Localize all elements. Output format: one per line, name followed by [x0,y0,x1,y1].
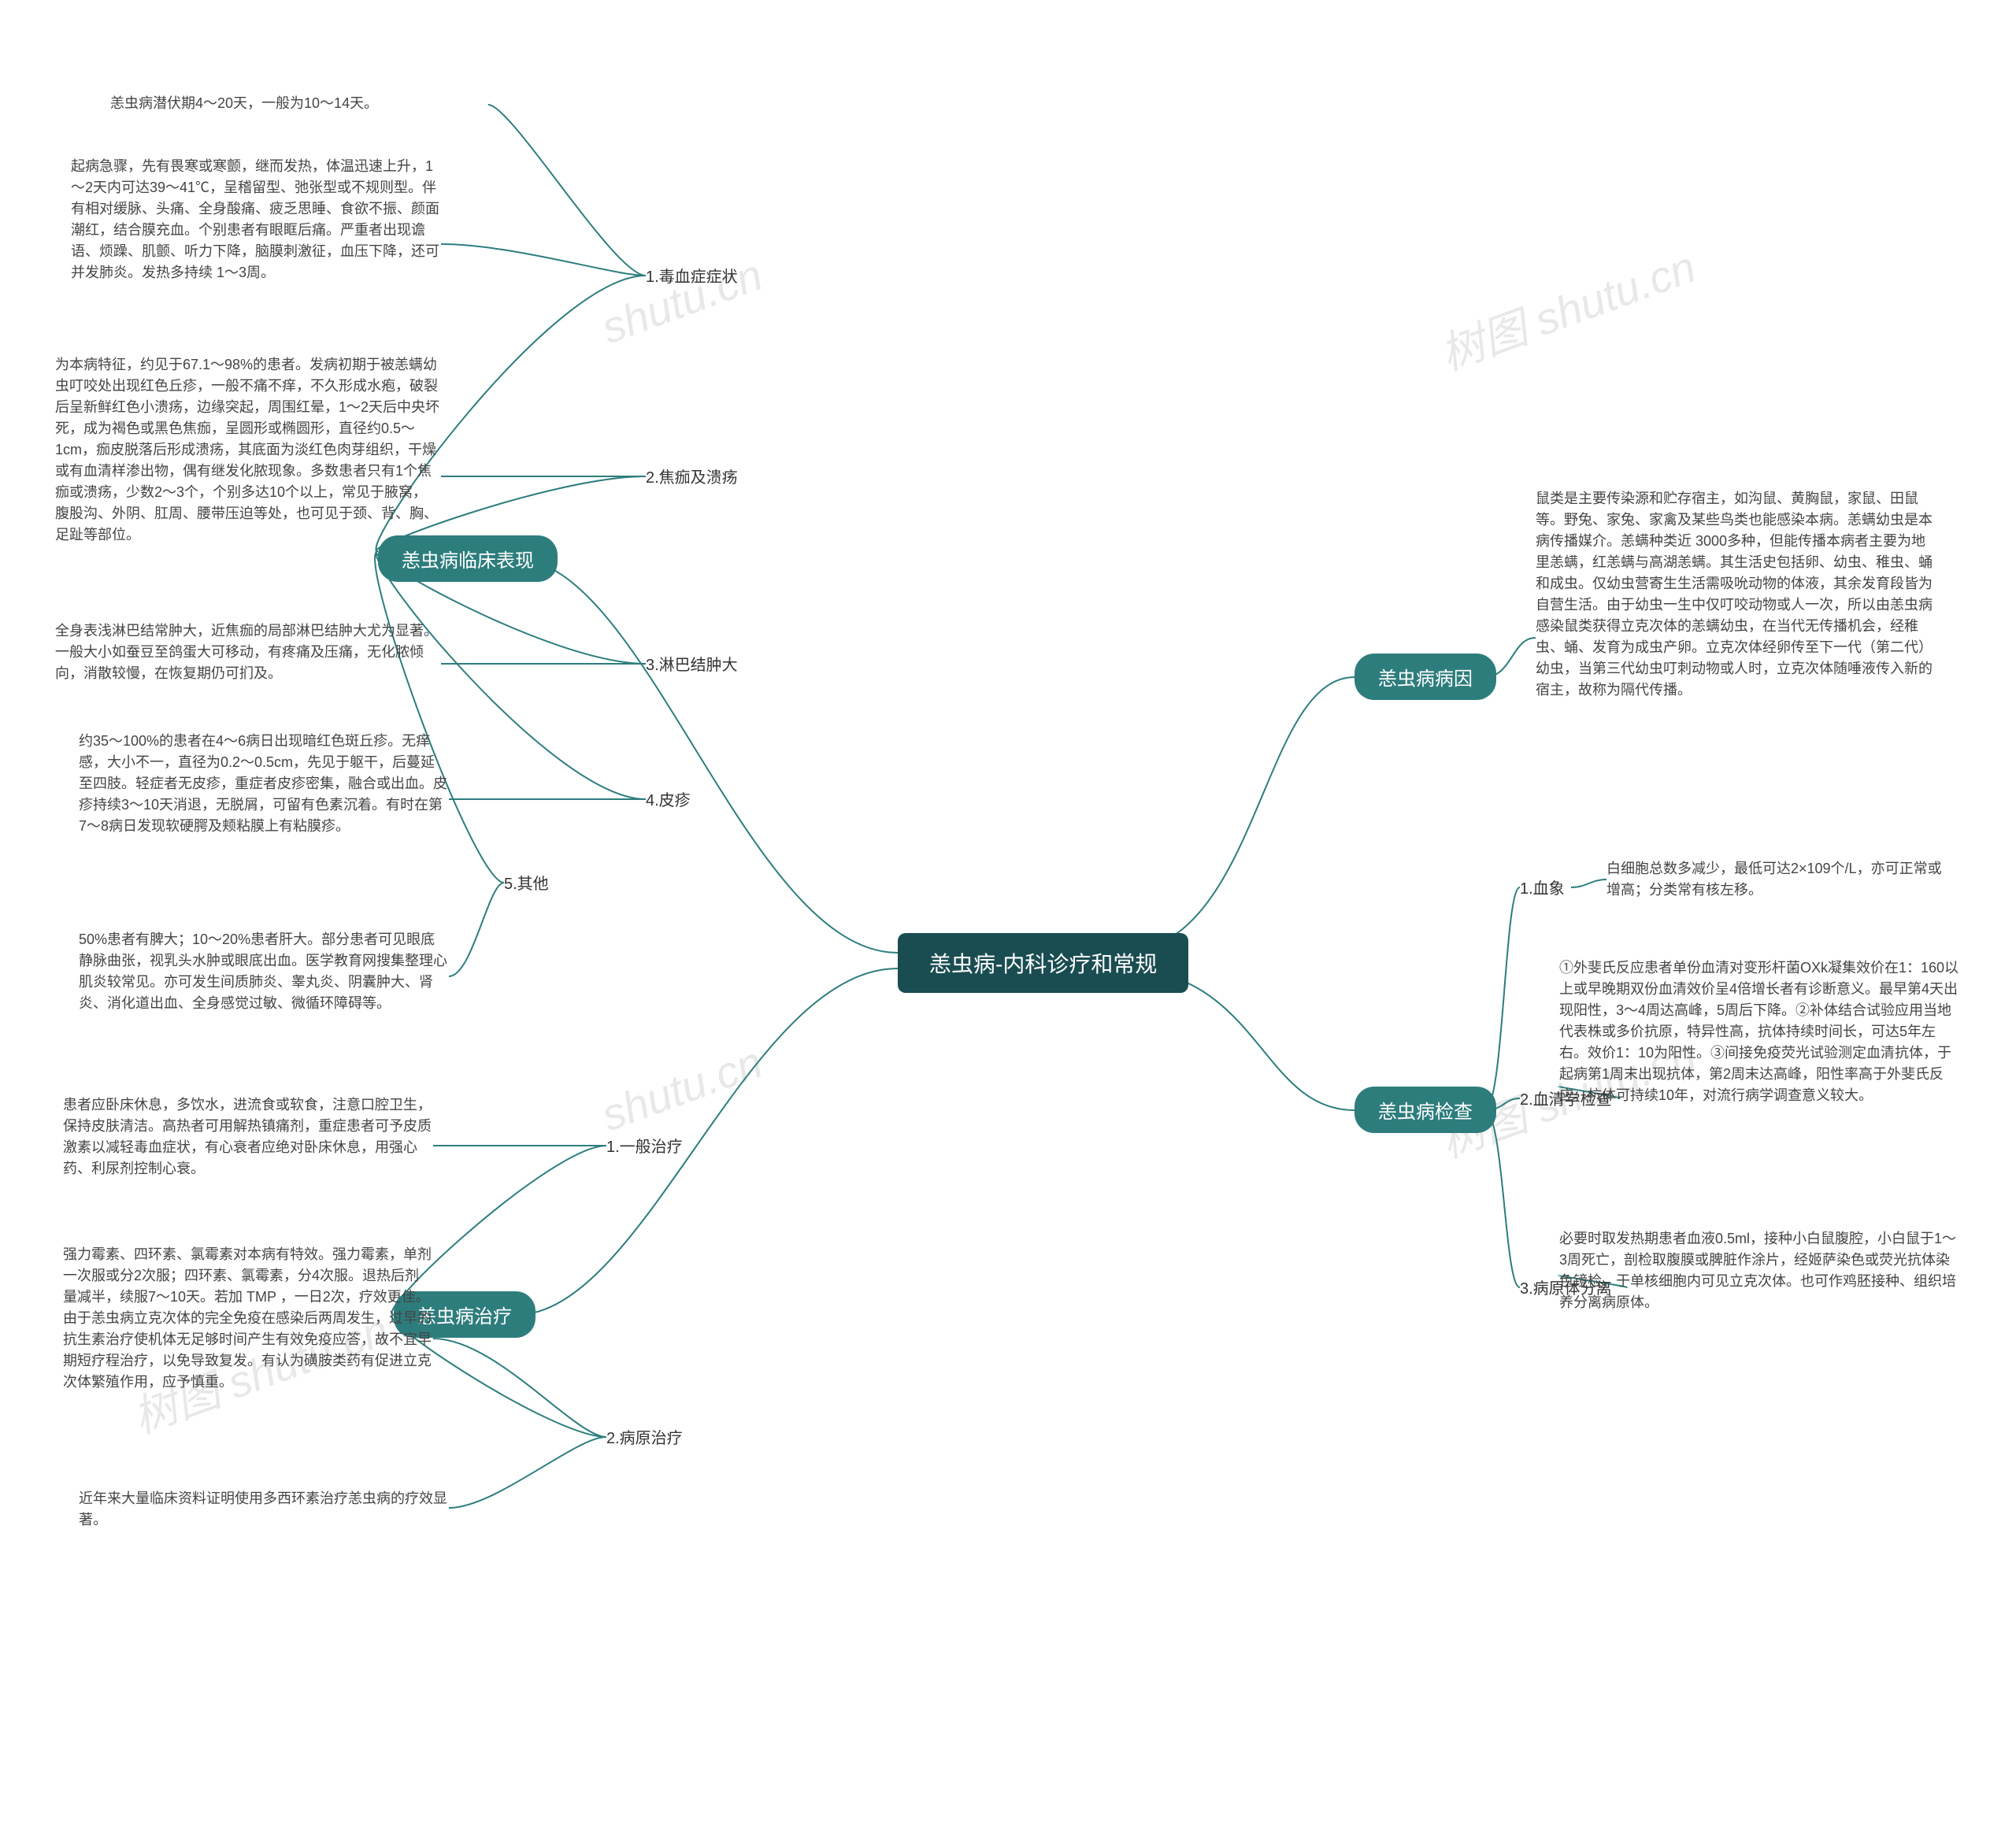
center-node[interactable]: 恙虫病-内科诊疗和常规 [898,933,1188,993]
detail-text: ①外斐氏反应患者单份血清对变形杆菌OXk凝集效价在1：160以上或早晚期双份血清… [1559,957,1961,1106]
detail-text: 近年来大量临床资料证明使用多西环素治疗恙虫病的疗效显著。 [79,1488,449,1531]
detail-text: 强力霉素、四环素、氯霉素对本病有特效。强力霉素，单剂一次服或分2次服；四环素、氯… [63,1244,433,1393]
detail-text: 全身表浅淋巴结常肿大，近焦痂的局部淋巴结肿大尤为显著。一般大小如蚕豆至鸽蛋大可移… [55,620,441,684]
sub-toxemia[interactable]: 1.毒血症症状 [646,264,738,287]
detail-text: 起病急骤，先有畏寒或寒颤，继而发热，体温迅速上升，1～2天内可达39～41℃，呈… [71,156,441,283]
sub-rash[interactable]: 4.皮疹 [646,787,691,810]
sub-pathogen-treatment[interactable]: 2.病原治疗 [606,1425,683,1448]
detail-text: 为本病特征，约见于67.1～98%的患者。发病初期于被恙螨幼虫叮咬处出现红色丘疹… [55,354,441,546]
detail-text: 白细胞总数多减少，最低可达2×109个/L，亦可正常或增高；分类常有核左移。 [1606,858,1953,901]
sub-eschar[interactable]: 2.焦痂及溃疡 [646,465,738,487]
detail-text: 恙虫病潜伏期4～20天，一般为10～14天。 [110,93,488,114]
detail-text: 必要时取发热期患者血液0.5ml，接种小白鼠腹腔，小白鼠于1～3周死亡，剖检取腹… [1559,1228,1961,1313]
branch-cause[interactable]: 恙虫病病因 [1354,654,1496,700]
watermark: 树图 shutu.cn [1430,231,1703,383]
detail-text: 患者应卧床休息，多饮水，进流食或软食，注意口腔卫生，保持皮肤清洁。高热者可用解热… [63,1094,433,1179]
watermark: shutu.cn [595,1036,769,1141]
sub-other[interactable]: 5.其他 [504,871,549,894]
sub-general-treatment[interactable]: 1.一般治疗 [606,1134,683,1157]
detail-text: 50%患者有脾大；10～20%患者肝大。部分患者可见眼底静脉曲张，视乳头水肿或眼… [79,929,449,1014]
detail-text: 鼠类是主要传染源和贮存宿主，如沟鼠、黄胸鼠，家鼠、田鼠等。野兔、家兔、家禽及某些… [1536,488,1937,701]
sub-lymph[interactable]: 3.淋巴结肿大 [646,652,738,675]
branch-check[interactable]: 恙虫病检查 [1354,1087,1496,1133]
sub-blood[interactable]: 1.血象 [1520,876,1565,898]
detail-text: 约35～100%的患者在4～6病日出现暗红色斑丘疹。无痒感，大小不一，直径为0.… [79,731,449,837]
